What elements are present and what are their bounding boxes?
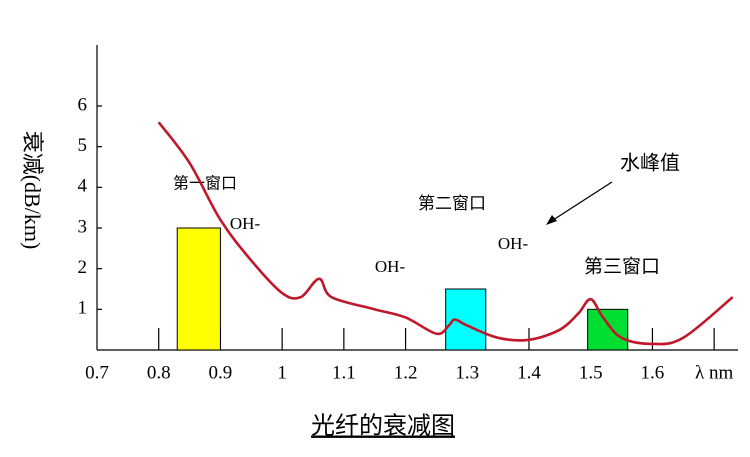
annotation: 水峰值 (620, 152, 680, 175)
chart-title: 光纤的衰减图 (311, 413, 455, 440)
window-label: 第一窗口 (173, 175, 237, 193)
arrow (549, 181, 613, 223)
y-tick-label: 2 (78, 257, 88, 278)
y-tick-label: 4 (78, 176, 88, 197)
y-axis-label: 衰减(dB/km) (20, 131, 45, 250)
annotation: OH- (375, 257, 406, 276)
y-tick-label: 5 (78, 135, 88, 156)
x-tick-label: λ nm (695, 362, 733, 383)
annotation: OH- (230, 214, 261, 233)
x-tick-label: 0.8 (147, 362, 171, 383)
attenuation-curve (157, 121, 734, 346)
window-bar (587, 308, 629, 351)
x-tick-label: 1.4 (517, 362, 541, 383)
window-bar (176, 227, 221, 351)
y-tick-label: 3 (78, 216, 88, 237)
y-tick-label: 1 (78, 298, 88, 319)
x-tick-label: 1.2 (394, 362, 418, 383)
x-tick-label: 0.9 (209, 362, 233, 383)
x-tick-label: 1.5 (579, 362, 603, 383)
x-tick-label: 1.1 (332, 362, 356, 383)
x-tick-label: 1.3 (455, 362, 479, 383)
y-tick-label: 6 (78, 94, 88, 115)
annotation: OH- (498, 234, 529, 253)
x-tick-label: 1.6 (641, 362, 665, 383)
window-bar (445, 288, 487, 351)
arrow-head (546, 215, 557, 225)
window-label: 第三窗口 (584, 255, 660, 277)
window-label: 第二窗口 (418, 194, 486, 213)
x-tick-label: 0.7 (85, 362, 109, 383)
x-tick-label: 1 (277, 362, 287, 383)
